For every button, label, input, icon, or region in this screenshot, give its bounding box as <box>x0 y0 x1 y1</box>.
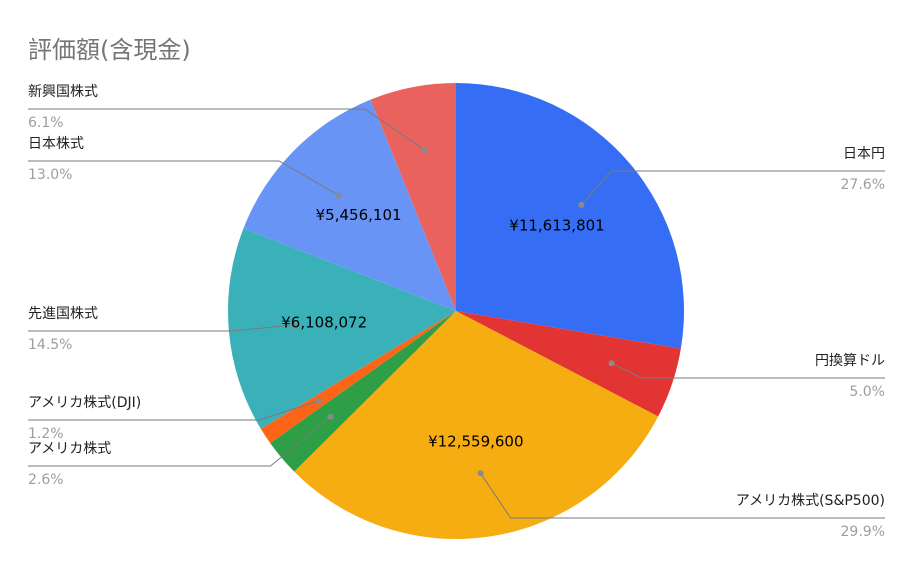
slice-percent-label: 1.2% <box>28 426 64 442</box>
leader-dot <box>578 202 585 208</box>
slice-percent-label: 13.0% <box>28 167 72 183</box>
pie-slice <box>370 83 456 311</box>
slice-name-label: 日本円 <box>843 146 885 162</box>
pie-slice <box>456 83 684 349</box>
leader-line <box>28 416 331 467</box>
leader-dot <box>336 192 343 199</box>
leader-line <box>611 362 885 379</box>
slice-percent-label: 29.9% <box>841 524 885 540</box>
slice-name-label: アメリカ株式(DJI) <box>28 395 141 411</box>
pie-slice <box>270 311 456 472</box>
slice-value-label: ¥12,559,600 <box>428 433 523 451</box>
slice-value-label: ¥11,613,801 <box>509 217 604 235</box>
leader-line <box>480 473 885 519</box>
leader-dot <box>315 398 322 404</box>
slice-name-label: アメリカ株式(S&P500) <box>736 493 885 509</box>
slice-value-label: ¥5,456,101 <box>316 206 402 224</box>
pie-slice <box>227 228 456 429</box>
slice-name-label: 日本株式 <box>28 136 84 152</box>
leader-dot <box>289 322 296 329</box>
slice-value-label: ¥6,108,072 <box>281 313 367 331</box>
slice-labels: ¥11,613,801 日本円 27.6% 円換算ドル 5.0% ¥12,559,600 ア… <box>28 84 885 540</box>
leader-dot <box>477 470 484 477</box>
leader-dot <box>421 146 428 153</box>
leader-line <box>28 160 340 197</box>
pie-slices <box>227 83 684 540</box>
pie-slice <box>243 99 456 311</box>
pie-slice <box>260 311 456 444</box>
chart-title: 評価額(含現金) <box>28 36 191 64</box>
slice-percent-label: 27.6% <box>841 177 885 193</box>
slice-percent-label: 2.6% <box>28 472 64 488</box>
slice-name-label: 先進国株式 <box>28 306 98 322</box>
slice-percent-label: 5.0% <box>849 384 885 400</box>
slice-name-label: 円換算ドル <box>815 353 885 369</box>
leader-line <box>580 170 885 206</box>
pie-slice <box>456 311 681 417</box>
slice-name-label: 新興国株式 <box>28 84 98 100</box>
leader-dot <box>327 413 334 420</box>
leader-lines <box>28 108 885 519</box>
slice-name-label: アメリカ株式 <box>28 441 111 457</box>
leader-line <box>28 400 319 421</box>
slice-percent-label: 6.1% <box>28 115 64 131</box>
leader-line <box>28 108 425 151</box>
pie-slice <box>294 311 659 540</box>
leader-line <box>28 324 293 332</box>
slice-percent-label: 14.5% <box>28 337 72 353</box>
leader-dot <box>608 360 615 367</box>
